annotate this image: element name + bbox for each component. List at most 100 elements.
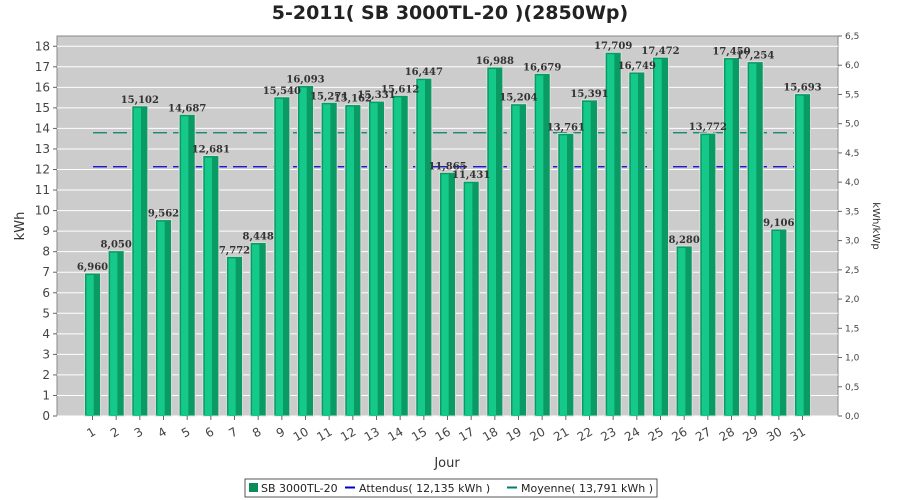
bar-highlight <box>86 275 94 416</box>
x-tick-label: 2 <box>108 424 122 440</box>
bar-highlight <box>559 135 568 417</box>
x-tick-label: 5 <box>179 424 193 440</box>
y-tick-label-right: 4,5 <box>845 149 859 159</box>
x-tick-label: 30 <box>764 424 784 444</box>
x-tick-label: 21 <box>551 424 571 444</box>
bar-highlight <box>678 247 686 416</box>
data-label: 11,865 <box>428 161 466 172</box>
data-label: 11,431 <box>452 170 490 181</box>
y-tick-label: 1 <box>42 388 50 402</box>
y-tick-label-right: 0,5 <box>845 383 859 393</box>
bar-highlight <box>488 69 497 416</box>
data-label: 8,448 <box>243 231 274 242</box>
legend: SB 3000TL-20 Attendus( 12,135 kWh ) Moye… <box>244 478 658 498</box>
x-tick-label: 25 <box>646 424 666 444</box>
bar-highlight <box>630 73 639 416</box>
legend-item-bars: SB 3000TL-20 <box>261 482 338 495</box>
bar-highlight <box>749 63 757 417</box>
x-tick-label: 27 <box>693 424 713 444</box>
y-tick-label: 11 <box>35 183 50 197</box>
x-tick-label: 13 <box>362 424 382 444</box>
x-tick-label: 19 <box>504 424 524 444</box>
y-tick-label-right: 1,5 <box>845 324 859 334</box>
x-tick-label: 9 <box>274 424 288 440</box>
x-tick-label: 18 <box>480 424 500 444</box>
bar-highlight <box>394 97 402 417</box>
x-tick-label: 1 <box>84 424 98 440</box>
data-label: 13,761 <box>547 122 585 133</box>
bar-highlight <box>725 59 733 416</box>
data-label: 15,540 <box>263 86 301 97</box>
x-tick-label: 23 <box>598 424 618 444</box>
data-label: 17,254 <box>736 51 774 62</box>
y-tick-label: 13 <box>35 142 50 156</box>
x-tick-label: 4 <box>155 424 169 440</box>
y-tick-label: 8 <box>42 245 50 259</box>
data-label: 15,331 <box>357 90 395 101</box>
y-tick-label: 16 <box>35 80 50 94</box>
data-label: 15,693 <box>783 83 821 94</box>
y-tick-label: 3 <box>42 347 50 361</box>
data-label: 15,271 <box>310 91 348 102</box>
data-label: 16,679 <box>523 62 561 73</box>
x-tick-label: 22 <box>575 424 595 444</box>
y-tick-label: 7 <box>42 265 50 279</box>
y-tick-label: 4 <box>42 327 50 341</box>
y-tick-label-right: 5,0 <box>845 120 860 130</box>
y-tick-label: 14 <box>35 121 50 135</box>
x-tick-label: 24 <box>622 424 642 444</box>
data-label: 12,681 <box>192 145 230 156</box>
bar-highlight <box>275 98 284 417</box>
x-tick-label: 31 <box>788 424 808 444</box>
y-tick-label-right: 3,5 <box>845 207 859 217</box>
data-label: 14,687 <box>168 103 206 114</box>
x-tick-label: 3 <box>132 424 146 440</box>
data-label: 9,106 <box>763 218 794 229</box>
bar-highlight <box>228 258 236 416</box>
x-tick-label: 16 <box>433 424 453 444</box>
y-axis-label: kWh <box>13 212 28 241</box>
data-label: 17,709 <box>594 41 632 52</box>
y-tick-label-right: 6,5 <box>845 32 859 42</box>
bar-highlight <box>796 95 804 417</box>
chart-title: 5-2011( SB 3000TL-20 )(2850Wp) <box>272 2 628 24</box>
legend-item-attendus: Attendus( 12,135 kWh ) <box>359 482 490 495</box>
y-tick-label-right: 2,0 <box>845 295 860 305</box>
data-label: 16,988 <box>476 56 514 67</box>
x-tick-label: 29 <box>740 424 760 444</box>
y-tick-label-right: 2,5 <box>845 266 859 276</box>
x-axis-label: Jour <box>433 456 460 471</box>
data-label: 15,391 <box>570 89 608 100</box>
bar-highlight <box>654 59 662 417</box>
data-label: 13,772 <box>689 122 727 133</box>
y-tick-label-right: 4,0 <box>845 178 860 188</box>
x-tick-label: 6 <box>203 424 217 440</box>
x-tick-label: 17 <box>456 424 476 444</box>
y-tick-label: 9 <box>42 224 50 238</box>
x-tick-label: 28 <box>717 424 737 444</box>
y-tick-label-right: 5,5 <box>845 90 859 100</box>
bar-highlight <box>252 244 260 416</box>
bar-highlight <box>772 230 781 416</box>
y-tick-label: 2 <box>42 368 50 382</box>
data-label: 17,450 <box>712 47 750 58</box>
x-tick-label: 12 <box>338 424 358 444</box>
data-label: 7,772 <box>219 245 250 256</box>
y-tick-label-right: 3,0 <box>845 237 860 247</box>
x-tick-label: 26 <box>669 424 689 444</box>
data-label: 6,960 <box>77 262 108 273</box>
y-tick-label: 0 <box>42 409 50 423</box>
x-tick-label: 15 <box>409 424 429 444</box>
data-label: 15,162 <box>334 94 372 105</box>
legend-item-moyenne: Moyenne( 13,791 kWh ) <box>521 482 653 495</box>
data-label: 16,749 <box>618 61 656 72</box>
bar-highlight <box>181 116 189 417</box>
bar-highlight <box>607 54 615 417</box>
y-tick-label-right: 1,0 <box>845 354 860 364</box>
y-tick-label: 18 <box>35 39 50 53</box>
y-tick-label: 10 <box>35 204 50 218</box>
legend-box <box>244 478 658 498</box>
y-tick-label: 15 <box>35 101 50 115</box>
legend-swatch-bars <box>249 483 258 492</box>
